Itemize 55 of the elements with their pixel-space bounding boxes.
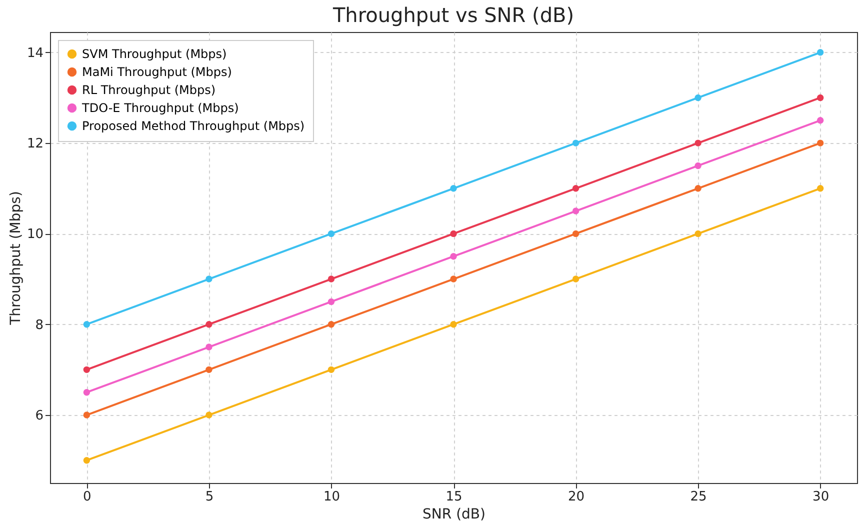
legend-label: SVM Throughput (Mbps): [82, 47, 227, 61]
point: [328, 321, 335, 328]
point: [694, 94, 702, 102]
point: [328, 230, 335, 238]
point: [572, 276, 580, 282]
point: [816, 49, 824, 56]
y-tick-label: 14: [26, 46, 44, 61]
x-tick-label: 15: [446, 490, 462, 504]
point: [816, 185, 824, 192]
y-tick-label: 10: [26, 227, 44, 242]
point: [206, 412, 212, 418]
point: [694, 230, 702, 238]
point: [328, 276, 335, 282]
point: [206, 366, 212, 374]
point: [83, 456, 90, 464]
point: [572, 185, 580, 192]
point: [450, 253, 457, 260]
point: [450, 230, 457, 238]
legend-label: Proposed Method Throughput (Mbps): [82, 119, 305, 133]
point: [816, 94, 824, 102]
chart-title: Throughput vs SNR (dB): [332, 3, 574, 27]
x-tick-label: 30: [812, 490, 830, 504]
point: [83, 389, 90, 396]
point: [450, 185, 457, 192]
legend-label: TDO-E Throughput (Mbps): [81, 101, 239, 115]
y-tick-label: 6: [35, 408, 44, 424]
y-tick-label: 12: [26, 136, 44, 152]
point: [694, 162, 702, 170]
y-axis-title: Throughput (Mbps): [8, 191, 24, 326]
x-tick-label: 5: [205, 490, 214, 504]
point: [83, 412, 90, 418]
point: [83, 366, 90, 374]
x-tick-label: 10: [323, 490, 340, 504]
point: [450, 321, 457, 328]
legend-label: MaMi Throughput (Mbps): [82, 65, 232, 79]
x-axis-title: SNR (dB): [422, 506, 486, 522]
point: [572, 230, 580, 238]
x-tick-label: 25: [690, 490, 707, 504]
point: [572, 208, 580, 214]
point: [206, 321, 212, 328]
point: [572, 140, 580, 146]
x-tick-label: 20: [568, 490, 585, 504]
point: [694, 185, 702, 192]
x-tick-label: 0: [83, 490, 92, 504]
point: [450, 276, 457, 282]
point: [206, 344, 212, 350]
point: [83, 321, 90, 328]
point: [816, 117, 824, 124]
legend-label: RL Throughput (Mbps): [82, 83, 216, 97]
y-tick-label: 8: [35, 318, 44, 333]
point: [328, 366, 335, 374]
point: [816, 140, 824, 146]
point: [328, 298, 335, 306]
point: [694, 140, 702, 146]
point: [206, 276, 212, 282]
